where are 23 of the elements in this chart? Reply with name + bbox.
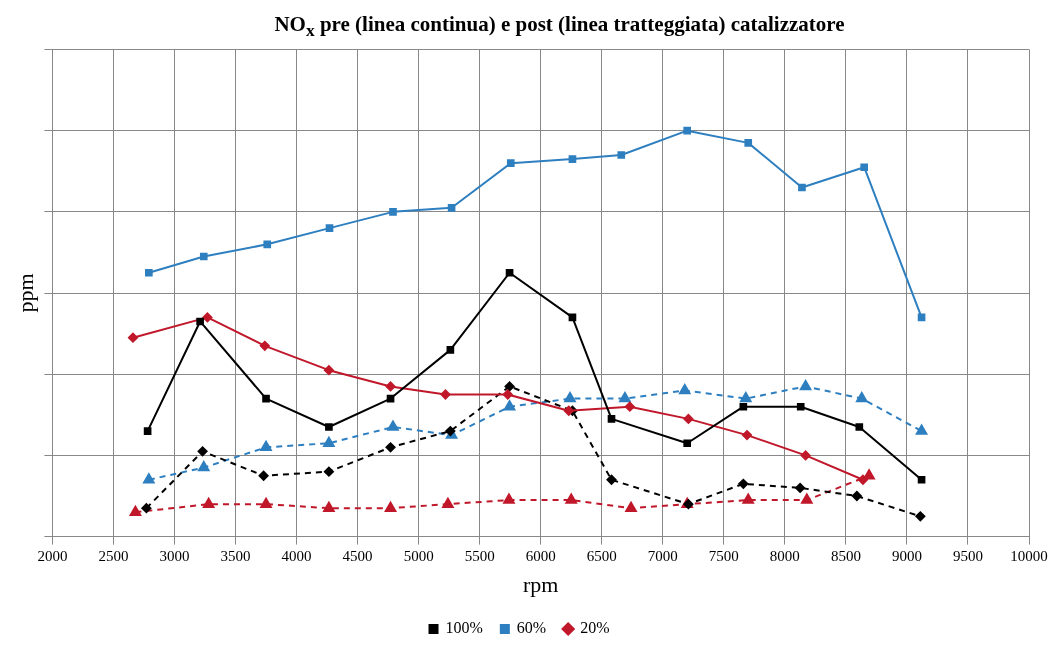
x-tick-label: 3500	[220, 547, 251, 564]
legend-label: 20%	[580, 619, 610, 637]
x-tick-label: 8000	[769, 547, 800, 564]
x-tick-label: 6000	[525, 547, 556, 564]
chart-title: NO$_{x}$ pre (linea continua) e post (linea tratteggiata) catalizzatore	[273, 12, 846, 42]
x-axis-title: rpm	[522, 571, 559, 597]
x-tick-label: 7000	[647, 547, 678, 564]
x-tick-label: 5000	[403, 547, 434, 564]
x-tick-label: 5500	[464, 547, 495, 564]
x-tick-label: 3000	[159, 547, 190, 564]
x-tick-label: 2000	[37, 547, 68, 564]
x-tick-label: 10000	[1010, 547, 1048, 564]
legend-label: 60%	[516, 619, 547, 637]
x-tick-label: 4500	[342, 547, 373, 564]
y-axis-title: ppm	[12, 273, 38, 313]
x-tick-label: 6500	[586, 547, 617, 564]
x-tick-label: 9500	[952, 547, 983, 564]
x-tick-label: 7500	[708, 547, 739, 564]
x-tick-label: 8500	[830, 547, 861, 564]
x-tick-label: 4000	[281, 547, 312, 564]
legend-label: 100%	[445, 619, 483, 637]
x-tick-label: 9000	[891, 547, 922, 564]
x-tick-label: 2500	[98, 547, 129, 564]
